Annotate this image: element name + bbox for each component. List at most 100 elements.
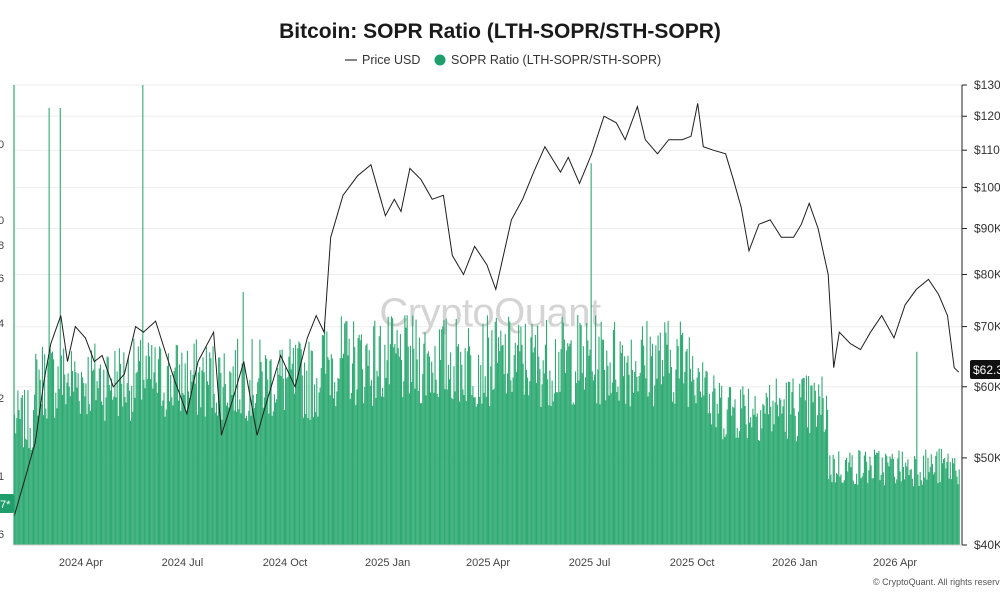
ratio-bar: [566, 350, 568, 545]
ratio-bar: [703, 395, 705, 545]
ratio-bar: [506, 373, 509, 545]
ratio-bar: [732, 406, 734, 545]
ratio-bar: [792, 378, 794, 545]
ratio-bar: [600, 321, 602, 545]
ratio-bar: [563, 339, 565, 545]
ratio-bar: [306, 370, 308, 545]
ratio-bar: [151, 345, 153, 545]
ratio-bar: [741, 408, 743, 545]
ratio-bar: [609, 362, 611, 545]
ratio-bar: [438, 329, 441, 545]
ratio-bar: [467, 328, 470, 545]
ratio-bar: [789, 382, 791, 545]
current-price-label: $62.3: [973, 363, 1000, 377]
ratio-bar: [350, 393, 352, 545]
ratio-bar: [232, 366, 234, 545]
ratio-bar: [324, 321, 326, 545]
ratio-bar: [651, 343, 654, 545]
ratio-bar: [540, 406, 542, 545]
ratio-bar: [705, 370, 707, 545]
ratio-bar: [714, 388, 716, 545]
ratio-bar: [106, 356, 108, 545]
ratio-bar: [712, 391, 714, 545]
ratio-bar: [669, 349, 671, 545]
price-line: [13, 103, 960, 517]
ratio-bar: [862, 472, 864, 545]
ratio-bar: [267, 379, 269, 545]
ratio-bar: [241, 363, 243, 545]
ratio-bar: [722, 439, 724, 545]
ratio-bar: [234, 350, 236, 545]
ratio-bar: [492, 389, 494, 545]
ratio-bar: [436, 393, 438, 545]
ratio-bar: [614, 322, 616, 545]
ratio-bar: [208, 384, 210, 545]
ratio-bar: [434, 345, 436, 545]
ratio-bar: [133, 338, 135, 545]
ratio-bar: [757, 440, 760, 545]
ratio-bar: [484, 376, 486, 545]
ratio-bar: [249, 379, 251, 545]
ratio-bar: [753, 414, 755, 545]
legend[interactable]: Price USD SOPR Ratio (LTH-SOPR/STH-SOPR): [345, 53, 661, 67]
ratio-bar: [345, 321, 347, 545]
ratio-bar: [904, 479, 906, 545]
ratio-bar: [664, 322, 666, 545]
ratio-bar: [519, 351, 521, 545]
ratio-bar: [771, 431, 773, 545]
ratio-bar: [105, 397, 107, 545]
ratio-bar: [675, 369, 677, 545]
right-axis-ticks: $40K $50K $60K $70K $80K $90K $100K $110K $120K $…: [962, 78, 1000, 552]
ratio-bar: [763, 405, 765, 545]
ratio-bar: [376, 370, 378, 545]
ratio-bar: [515, 371, 517, 545]
ratio-bar: [708, 393, 710, 545]
ratio-bar: [250, 415, 252, 545]
ratio-bar: [539, 369, 541, 545]
ratio-bar: [354, 347, 356, 545]
ratio-bar: [365, 345, 367, 545]
ratio-bar: [167, 353, 170, 545]
ratio-bar: [668, 373, 670, 545]
ratio-bar: [871, 478, 873, 545]
ratio-bar: [125, 402, 127, 545]
ratio-bar: [92, 370, 94, 545]
ratio-bar: [303, 362, 306, 545]
y-tick-label: $40K: [974, 538, 1000, 552]
ratio-bar: [683, 383, 685, 545]
ratio-bar: [770, 406, 772, 545]
ratio-bar: [553, 393, 555, 545]
ratio-bar: [644, 365, 646, 545]
ratio-bar: [711, 424, 713, 545]
ratio-bar: [425, 395, 427, 545]
ratio-bar: [864, 451, 867, 545]
ratio-bar: [665, 332, 667, 545]
ratio-bar: [483, 392, 485, 545]
ratio-bar: [124, 396, 126, 545]
ratio-bar: [658, 350, 660, 545]
ratio-bar: [215, 402, 217, 545]
ratio-bar: [344, 323, 346, 545]
ratio-bar: [785, 382, 787, 545]
ratio-bar: [724, 436, 726, 545]
ratio-bar: [261, 371, 263, 545]
ratio-bar: [717, 413, 719, 545]
ratio-bar: [791, 392, 793, 545]
ratio-bar: [693, 379, 695, 545]
ratio-bar: [830, 474, 832, 545]
ratio-bar: [290, 369, 292, 545]
ratio-bar: [253, 408, 255, 545]
ratio-bar: [917, 474, 919, 545]
ratio-bar: [77, 373, 79, 545]
ratio-bar: [206, 381, 209, 545]
ratio-bar: [397, 348, 399, 545]
ratio-bar: [272, 411, 274, 545]
ratio-bar: [725, 434, 727, 545]
ratio-bar: [645, 378, 647, 545]
ratio-bar: [419, 403, 422, 545]
ratio-bar: [742, 386, 744, 545]
ratio-bar: [281, 349, 283, 545]
ratio-bar: [673, 392, 675, 545]
ratio-bar: [745, 424, 747, 545]
ratio-bar: [34, 394, 36, 545]
